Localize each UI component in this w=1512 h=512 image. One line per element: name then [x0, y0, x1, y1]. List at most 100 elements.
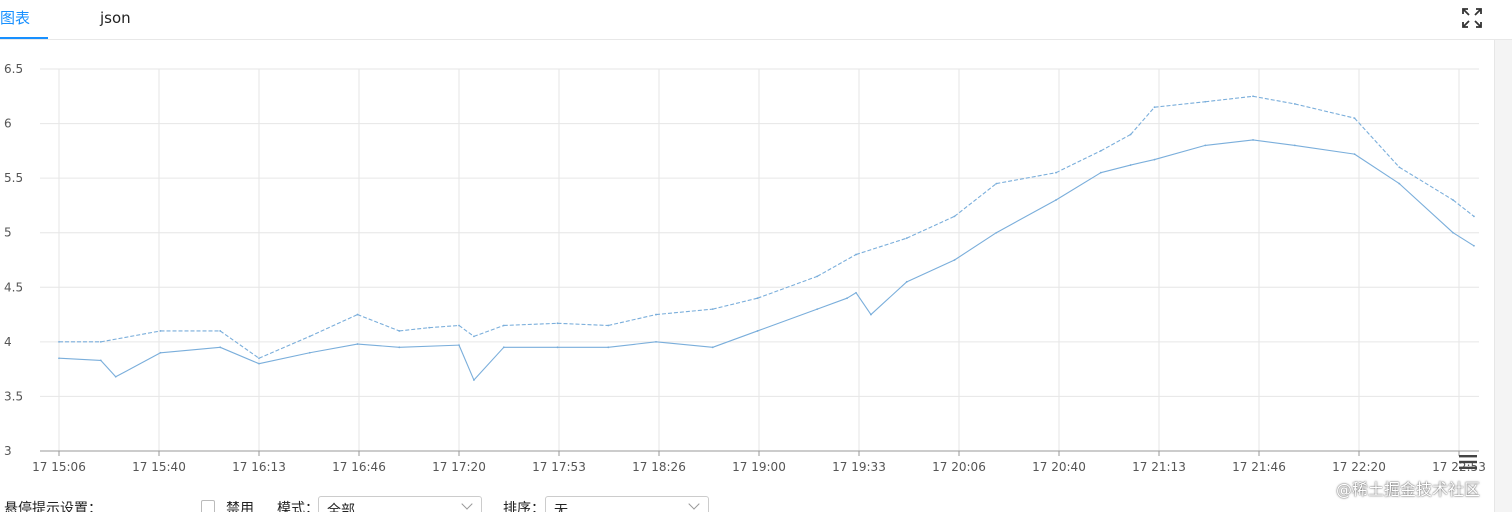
dashed-series-segment [219, 330, 260, 359]
dashed-series-segment [1154, 101, 1206, 108]
dashed-series-segment [473, 324, 504, 337]
y-tick-label: 4 [4, 335, 12, 349]
solid-series-segment [655, 341, 713, 348]
solid-series-segment [219, 346, 260, 365]
x-tick-label: 17 19:00 [732, 460, 786, 474]
solid-series-segment [115, 352, 161, 378]
sort-select-value: 无 [554, 503, 568, 512]
dashed-series-segment [996, 172, 1057, 185]
disable-checkbox[interactable] [201, 500, 215, 512]
chevron-down-icon [688, 498, 700, 510]
solid-series-segment [160, 346, 221, 354]
dashed-series-segment [1100, 134, 1131, 152]
tab-bar: 图表 json [0, 0, 1512, 40]
x-tick-label: 17 22:20 [1332, 460, 1386, 474]
x-tick-label: 17 15:40 [132, 460, 186, 474]
solid-series-segment [1154, 144, 1206, 161]
mode-select-value: 全部 [327, 503, 355, 512]
solid-series-segment [1354, 153, 1400, 185]
solid-series-segment [855, 292, 872, 315]
solid-series-segment [608, 341, 657, 348]
solid-series-segment [100, 360, 117, 378]
tab-chart[interactable]: 图表 [0, 9, 31, 27]
solid-series-segment [996, 199, 1057, 234]
x-tick-label: 17 16:13 [232, 460, 286, 474]
sort-select[interactable]: 无 [545, 496, 709, 512]
y-tick-label: 3.5 [4, 389, 23, 403]
dashed-series-segment [906, 215, 955, 239]
solid-series-segment [1100, 164, 1131, 174]
solid-series-segment [1294, 144, 1355, 155]
x-tick-label: 17 21:13 [1132, 460, 1186, 474]
dashed-series-segment [855, 237, 907, 256]
solid-series-segment [473, 346, 505, 381]
solid-series-segment [1452, 232, 1475, 247]
disable-label: 禁用 [226, 501, 254, 512]
y-tick-label: 5 [4, 226, 12, 240]
dashed-series-segment [1452, 199, 1475, 217]
dashed-series-segment [309, 314, 358, 337]
tab-json[interactable]: json [100, 9, 131, 27]
y-tick-label: 4.5 [4, 280, 23, 294]
dashed-series-segment [357, 314, 400, 332]
x-tick-label: 17 16:46 [332, 460, 386, 474]
mode-label: 模式： [277, 501, 319, 512]
dashed-series-segment [816, 254, 857, 277]
watermark: @稀土掘金技术社区 [1336, 480, 1481, 499]
chevron-down-icon [461, 498, 473, 510]
solid-series-segment [357, 343, 400, 348]
dashed-series-segment [757, 275, 818, 299]
solid-series-segment [1130, 159, 1155, 166]
dashed-series-segment [712, 297, 758, 310]
x-tick-label: 17 18:26 [632, 460, 686, 474]
dashed-series-segment [503, 322, 558, 327]
dashed-series-segment [258, 335, 310, 359]
x-tick-label: 17 19:33 [832, 460, 886, 474]
tooltip-settings-label: 悬停提示设置： [4, 501, 102, 512]
dashed-series-segment [954, 183, 997, 217]
solid-series-segment [58, 357, 101, 361]
dashed-series-segment [1055, 150, 1102, 174]
vertical-scrollbar[interactable] [1494, 40, 1512, 512]
x-tick-label: 17 21:46 [1232, 460, 1286, 474]
solid-series-segment [817, 297, 848, 310]
solid-series-segment [870, 281, 908, 315]
dashed-series-segment [458, 325, 475, 337]
dashed-series-segment [655, 308, 713, 316]
solid-series-segment [954, 232, 997, 261]
active-tab-indicator [0, 37, 48, 39]
solid-series-segment [399, 344, 460, 348]
y-tick-label: 3 [4, 444, 12, 458]
dashed-series-segment [1252, 95, 1295, 105]
line-chart[interactable]: 3 3.5 4 4.5 5 5.5 6 6.5 17 15:06 17 15:40 17 16:13… [0, 40, 1494, 488]
hamburger-menu-icon[interactable] [1458, 454, 1478, 470]
hover-tooltip-settings: 悬停提示设置： 禁用 模式： 全部 排序： 无 [0, 494, 1494, 512]
dashed-series-segment [608, 314, 657, 327]
dashed-series-segment [399, 327, 430, 332]
x-tick-label: 17 17:20 [432, 460, 486, 474]
dashed-series-segment [429, 324, 460, 329]
solid-series-segment [458, 344, 475, 381]
solid-series-segment [1398, 183, 1454, 234]
x-tick-label: 17 15:06 [32, 460, 86, 474]
sort-label: 排序： [503, 501, 545, 512]
solid-series-point [1473, 244, 1475, 247]
solid-series-segment [258, 352, 310, 365]
mode-select[interactable]: 全部 [318, 496, 482, 512]
y-tick-label: 5.5 [4, 171, 23, 185]
solid-series-segment [906, 259, 955, 283]
dashed-series-point [1473, 215, 1475, 218]
expand-icon[interactable] [1460, 6, 1484, 30]
dashed-series-segment [1294, 103, 1355, 119]
x-tick-label: 17 20:06 [932, 460, 986, 474]
dashed-series-segment [1130, 106, 1155, 135]
dashed-series-segment [1399, 166, 1454, 201]
solid-series-segment [846, 292, 857, 299]
dashed-series-segment [1354, 117, 1400, 168]
dashed-series-segment [100, 330, 161, 343]
solid-series-segment [1252, 139, 1295, 146]
solid-series-segment [309, 343, 358, 354]
solid-series-segment [712, 330, 758, 348]
solid-series-segment [757, 308, 818, 332]
